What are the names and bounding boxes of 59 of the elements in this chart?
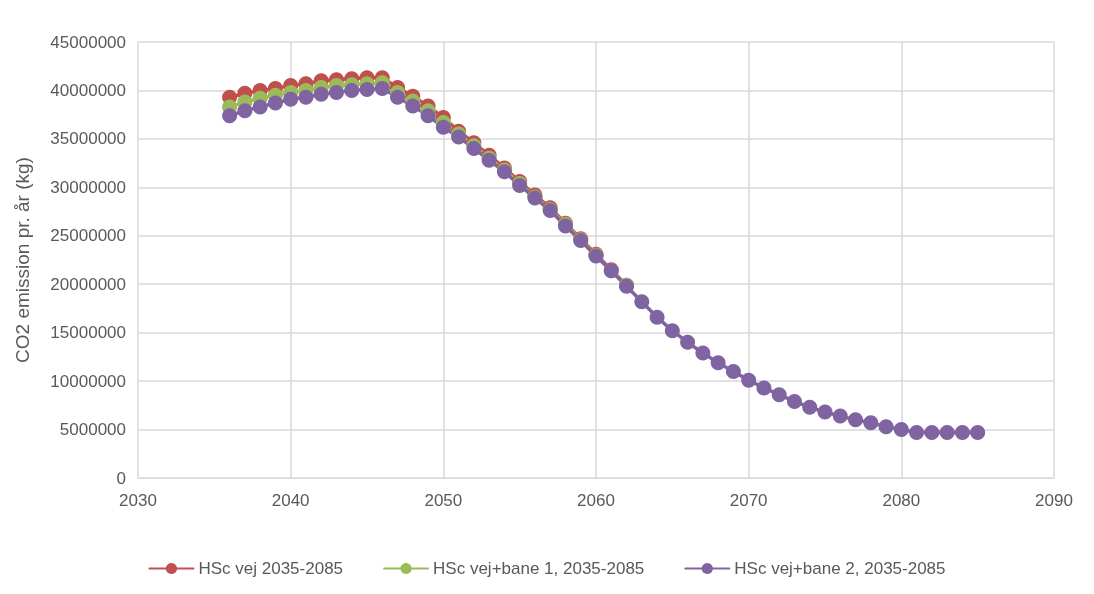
point bbox=[328, 84, 344, 100]
point bbox=[786, 393, 802, 409]
point bbox=[283, 91, 299, 107]
legend-label: HSc vej+bane 1, 2035-2085 bbox=[433, 559, 645, 578]
point bbox=[267, 95, 283, 111]
x-tick-label: 2080 bbox=[882, 491, 921, 510]
point bbox=[832, 408, 848, 424]
x-tick-label: 2090 bbox=[1035, 491, 1073, 510]
point bbox=[252, 99, 268, 115]
y-tick-label: 20000000 bbox=[50, 274, 126, 294]
point bbox=[924, 424, 940, 440]
point bbox=[298, 89, 314, 105]
point bbox=[390, 89, 406, 105]
x-tick-label: 2070 bbox=[729, 491, 768, 510]
point bbox=[222, 108, 238, 124]
y-tick-label: 25000000 bbox=[50, 226, 126, 246]
point bbox=[405, 98, 421, 114]
y-tick-label: 5000000 bbox=[59, 420, 126, 440]
point bbox=[435, 119, 451, 135]
y-tick-label: 15000000 bbox=[50, 323, 126, 343]
point bbox=[420, 108, 436, 124]
point bbox=[344, 82, 360, 98]
y-tick-label: 35000000 bbox=[50, 129, 126, 149]
point bbox=[802, 399, 818, 415]
x-tick-label: 2030 bbox=[119, 491, 157, 510]
x-tick-label: 2060 bbox=[577, 491, 615, 510]
point bbox=[741, 372, 757, 388]
point bbox=[756, 380, 772, 396]
y-axis-title: CO2 emission pr. år (kg) bbox=[12, 157, 33, 363]
point bbox=[725, 363, 741, 379]
point bbox=[939, 424, 955, 440]
point bbox=[909, 424, 925, 440]
point bbox=[771, 387, 787, 403]
point bbox=[893, 422, 909, 438]
y-tick-label: 45000000 bbox=[50, 32, 126, 52]
legend-label: HSc vej 2035-2085 bbox=[198, 559, 344, 578]
point bbox=[359, 81, 375, 97]
point bbox=[954, 424, 970, 440]
x-tick-label: 2050 bbox=[424, 491, 463, 510]
point bbox=[970, 424, 986, 440]
point bbox=[649, 309, 665, 325]
x-tick-label: 2040 bbox=[271, 491, 310, 510]
point bbox=[664, 323, 680, 339]
point bbox=[863, 415, 879, 431]
point bbox=[695, 345, 711, 361]
y-tick-label: 0 bbox=[116, 468, 126, 488]
point bbox=[634, 294, 650, 310]
point bbox=[878, 419, 894, 435]
point bbox=[313, 86, 329, 102]
point bbox=[374, 81, 390, 96]
point bbox=[680, 334, 696, 350]
legend-label: HSc vej+bane 2, 2035-2085 bbox=[734, 559, 946, 578]
point bbox=[848, 412, 864, 428]
point bbox=[817, 404, 833, 420]
point bbox=[710, 355, 726, 371]
point bbox=[237, 103, 253, 119]
y-tick-label: 10000000 bbox=[50, 371, 126, 391]
y-tick-label: 30000000 bbox=[50, 177, 126, 197]
y-tick-label: 40000000 bbox=[50, 80, 126, 100]
